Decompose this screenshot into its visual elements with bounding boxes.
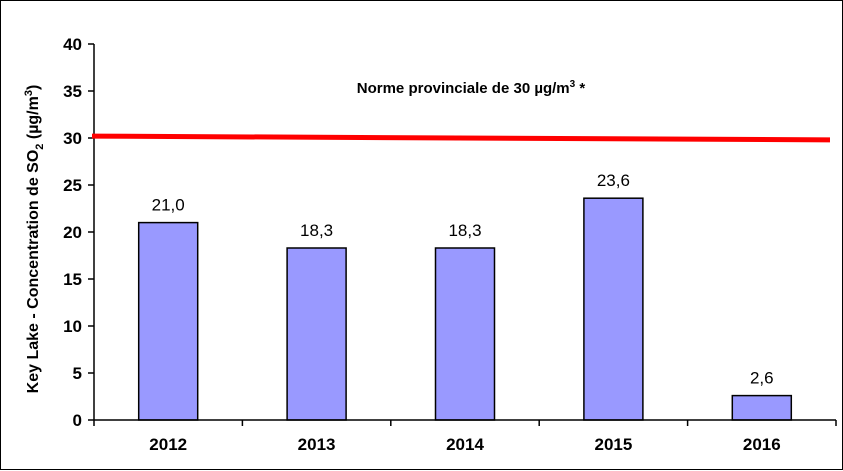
x-tick-label-2013: 2013 xyxy=(298,435,336,454)
y-axis-title-middle: (µg/m xyxy=(25,96,42,143)
x-tick-label-2015: 2015 xyxy=(594,435,632,454)
bar-2012 xyxy=(137,221,199,421)
y-axis-title: Key Lake - Concentration de SO2 (µg/m3) xyxy=(23,85,46,394)
bar-2016 xyxy=(731,394,793,421)
bar-2013 xyxy=(286,247,347,421)
data-label-2012: 21,0 xyxy=(152,196,185,215)
labels-layer: 21,0201218,3201318,3201423,620152,620160… xyxy=(63,35,781,454)
data-label-2016: 2,6 xyxy=(750,369,774,388)
y-axis-title-superscript: 3 xyxy=(23,90,35,96)
y-axis-title-suffix: ) xyxy=(25,85,42,90)
bar-2015 xyxy=(583,197,644,421)
y-tick-label-40: 40 xyxy=(63,35,82,54)
y-tick-label-35: 35 xyxy=(63,82,82,101)
y-tick-label-20: 20 xyxy=(63,223,82,242)
y-tick-label-25: 25 xyxy=(63,176,82,195)
y-tick-label-10: 10 xyxy=(63,317,82,336)
x-tick-label-2012: 2012 xyxy=(149,435,187,454)
reference-line xyxy=(91,133,831,143)
axes-layer xyxy=(88,43,837,426)
y-tick-label-0: 0 xyxy=(73,411,82,430)
data-label-2015: 23,6 xyxy=(597,171,630,190)
y-axis-title-prefix: Key Lake - Concentration de SO xyxy=(25,150,42,394)
annotation-main-text: Norme provinciale de 30 µg/m xyxy=(357,80,570,97)
x-tick-label-2014: 2014 xyxy=(446,435,484,454)
x-tick-label-2016: 2016 xyxy=(743,435,781,454)
annotation-superscript: 3 xyxy=(570,79,576,90)
reference-line-annotation: Norme provinciale de 30 µg/m3 * xyxy=(357,79,586,97)
bars-layer xyxy=(137,197,793,421)
y-axis-title-subscript: 2 xyxy=(34,144,46,150)
annotation-suffix: * xyxy=(575,80,585,97)
y-tick-label-5: 5 xyxy=(73,364,82,383)
y-tick-label-30: 30 xyxy=(63,129,82,148)
data-label-2013: 18,3 xyxy=(300,221,333,240)
y-tick-label-15: 15 xyxy=(63,270,82,289)
data-label-2014: 18,3 xyxy=(448,221,481,240)
bar-2014 xyxy=(434,247,496,421)
